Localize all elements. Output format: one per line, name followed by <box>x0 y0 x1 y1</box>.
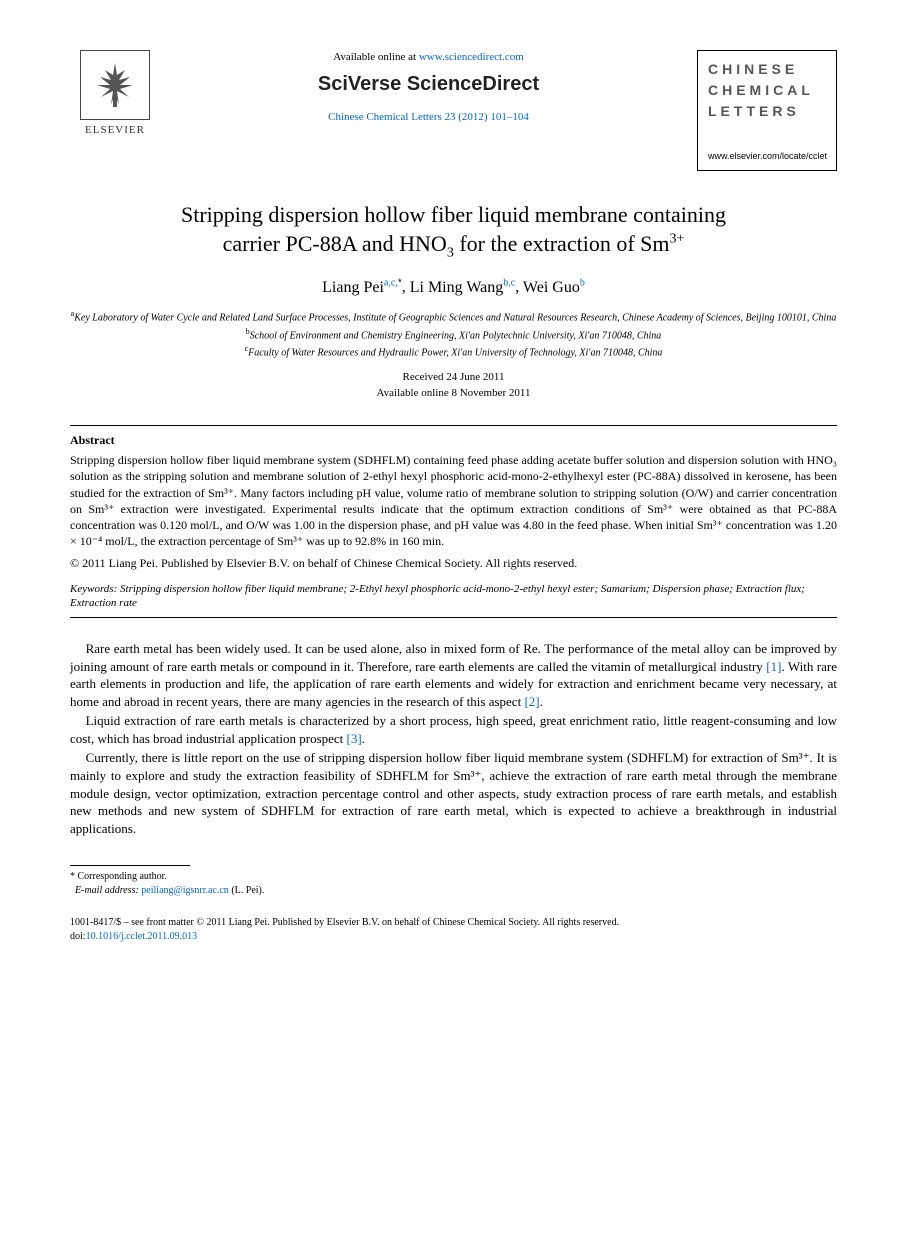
corr-author-label: * Corresponding author. <box>70 870 837 884</box>
elsevier-label: ELSEVIER <box>85 123 145 138</box>
journal-box-line: CHEMICAL <box>708 80 826 101</box>
article-body: Rare earth metal has been widely used. I… <box>70 640 837 837</box>
footnote-divider <box>70 865 190 866</box>
received-date: Received 24 June 2011 <box>70 370 837 385</box>
keywords-text: Stripping dispersion hollow fiber liquid… <box>70 583 805 610</box>
author-name: Li Ming Wang <box>410 279 504 296</box>
body-text: . <box>362 731 365 746</box>
divider <box>70 617 837 618</box>
author: Liang Peia,c,* <box>322 279 402 296</box>
author: Wei Guob <box>523 279 585 296</box>
abstract-copyright: © 2011 Liang Pei. Published by Elsevier … <box>70 555 837 571</box>
elsevier-tree-icon <box>80 50 150 120</box>
journal-reference[interactable]: Chinese Chemical Letters 23 (2012) 101–1… <box>170 110 687 125</box>
corresponding-footnote: * Corresponding author. E-mail address: … <box>70 870 837 898</box>
article-dates: Received 24 June 2011 Available online 8… <box>70 370 837 401</box>
online-date: Available online 8 November 2011 <box>70 386 837 401</box>
corr-email-line: E-mail address: peiliang@igsnrr.ac.cn (L… <box>70 884 837 898</box>
body-text: Liquid extraction of rare earth metals i… <box>70 713 837 746</box>
aff-text: Faculty of Water Resources and Hydraulic… <box>248 347 662 358</box>
journal-box-line: LETTERS <box>708 101 826 122</box>
journal-locate-url: www.elsevier.com/locate/cclet <box>708 150 826 162</box>
doi-label: doi: <box>70 931 86 942</box>
abstract-body: Stripping dispersion hollow fiber liquid… <box>70 452 837 549</box>
title-line2-pre: carrier PC-88A and HNO <box>223 231 447 256</box>
available-online-prefix: Available online at <box>333 51 419 63</box>
email-label: E-mail address: <box>75 885 141 896</box>
email-suffix: (L. Pei). <box>229 885 265 896</box>
affiliation-list: aKey Laboratory of Water Cycle and Relat… <box>70 308 837 360</box>
journal-title-box: CHINESE CHEMICAL LETTERS www.elsevier.co… <box>697 50 837 171</box>
header-center: Available online at www.sciencedirect.co… <box>160 50 697 125</box>
author-aff-link[interactable]: b,c <box>503 277 515 288</box>
author: Li Ming Wangb,c <box>410 279 515 296</box>
article-title: Stripping dispersion hollow fiber liquid… <box>70 201 837 262</box>
author-name: Liang Pei <box>322 279 384 296</box>
aff-text: Key Laboratory of Water Cycle and Relate… <box>74 313 836 324</box>
citation-link[interactable]: [1] <box>766 659 781 674</box>
issn-copyright-line: 1001-8417/$ – see front matter © 2011 Li… <box>70 916 837 930</box>
keywords: Keywords: Stripping dispersion hollow fi… <box>70 582 837 612</box>
sciencedirect-link[interactable]: www.sciencedirect.com <box>419 51 524 63</box>
doi-line: doi:10.1016/j.cclet.2011.09.013 <box>70 930 837 944</box>
journal-box-line: CHINESE <box>708 59 826 80</box>
sciverse-brand: SciVerse ScienceDirect <box>170 71 687 98</box>
keywords-label: Keywords: <box>70 583 117 595</box>
doi-link[interactable]: 10.1016/j.cclet.2011.09.013 <box>86 931 198 942</box>
body-paragraph: Currently, there is little report on the… <box>70 749 837 837</box>
citation-link[interactable]: [2] <box>524 694 539 709</box>
title-sup: 3+ <box>670 231 685 246</box>
email-link[interactable]: peiliang@igsnrr.ac.cn <box>141 885 229 896</box>
author-aff-link[interactable]: b <box>580 277 585 288</box>
body-text: Rare earth metal has been widely used. I… <box>70 641 837 674</box>
journal-box-title: CHINESE CHEMICAL LETTERS <box>708 59 826 122</box>
journal-header: ELSEVIER Available online at www.science… <box>70 50 837 171</box>
front-matter: 1001-8417/$ – see front matter © 2011 Li… <box>70 916 837 944</box>
affiliation: aKey Laboratory of Water Cycle and Relat… <box>70 308 837 325</box>
author-name: Wei Guo <box>523 279 580 296</box>
divider <box>70 425 837 426</box>
citation-link[interactable]: [3] <box>347 731 362 746</box>
available-online: Available online at www.sciencedirect.co… <box>170 50 687 65</box>
title-sub: 3 <box>447 245 454 260</box>
title-line2-mid: for the extraction of Sm <box>454 231 670 256</box>
aff-text: School of Environment and Chemistry Engi… <box>250 330 662 341</box>
author-aff-link[interactable]: a,c, <box>384 277 398 288</box>
body-text: . <box>540 694 543 709</box>
brand-text: SciVerse ScienceDirect <box>318 73 539 95</box>
title-line1: Stripping dispersion hollow fiber liquid… <box>181 202 726 227</box>
author-list: Liang Peia,c,*, Li Ming Wangb,c, Wei Guo… <box>70 276 837 298</box>
body-paragraph: Rare earth metal has been widely used. I… <box>70 640 837 710</box>
body-paragraph: Liquid extraction of rare earth metals i… <box>70 712 837 747</box>
journal-ref-text: Chinese Chemical Letters 23 (2012) 101–1… <box>328 111 529 123</box>
affiliation: bSchool of Environment and Chemistry Eng… <box>70 326 837 343</box>
corresponding-star-icon: * <box>398 277 402 288</box>
abstract-heading: Abstract <box>70 432 837 448</box>
affiliation: cFaculty of Water Resources and Hydrauli… <box>70 343 837 360</box>
publisher-logo-block: ELSEVIER <box>70 50 160 138</box>
